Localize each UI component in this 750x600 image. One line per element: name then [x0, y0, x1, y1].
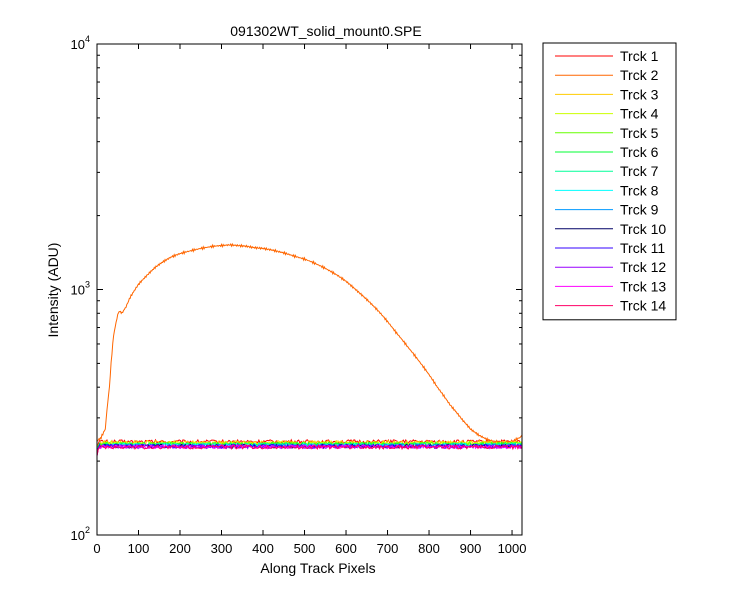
- legend-label: Trck 1: [620, 48, 659, 64]
- legend-label: Trck 8: [620, 182, 659, 198]
- legend-label: Trck 10: [620, 221, 666, 237]
- legend-label: Trck 5: [620, 125, 659, 141]
- y-axis-label: Intensity (ADU): [45, 243, 61, 338]
- x-tick-label: 100: [128, 541, 150, 556]
- legend-label: Trck 4: [620, 106, 659, 122]
- x-tick-label: 0: [93, 541, 100, 556]
- legend-label: Trck 9: [620, 202, 659, 218]
- x-tick-label: 300: [211, 541, 233, 556]
- x-tick-label: 700: [377, 541, 399, 556]
- legend-label: Trck 14: [620, 298, 666, 314]
- y-tick-label: 103: [71, 280, 90, 298]
- x-tick-label: 200: [169, 541, 191, 556]
- legend-label: Trck 2: [620, 67, 659, 83]
- x-tick-label: 400: [252, 541, 274, 556]
- legend-label: Trck 11: [620, 240, 665, 256]
- x-tick-label: 900: [460, 541, 482, 556]
- legend-label: Trck 7: [620, 163, 659, 179]
- axes: 0 100 200 300 400 500 600 700 800 900 1000 102 103 10…: [71, 34, 527, 556]
- x-tick-label: 800: [418, 541, 440, 556]
- chart-title: 091302WT_solid_mount0.SPE: [230, 23, 421, 39]
- x-tick-label: 600: [335, 541, 357, 556]
- y-tick-label: 104: [71, 34, 90, 52]
- x-tick-label: 1000: [498, 541, 527, 556]
- y-tick-label: 102: [71, 525, 90, 543]
- legend-label: Trck 12: [620, 259, 666, 275]
- series-line-14: [97, 443, 522, 457]
- legend-label: Trck 3: [620, 86, 659, 102]
- legend-box: [542, 42, 677, 321]
- series-line-2: [97, 242, 522, 446]
- legend-label: Trck 6: [620, 144, 659, 160]
- series-group: [97, 242, 522, 457]
- x-tick-label: 500: [294, 541, 316, 556]
- series-line-13: [97, 443, 522, 456]
- legend-label: Trck 13: [620, 278, 666, 294]
- x-axis-label: Along Track Pixels: [260, 560, 375, 576]
- legend: Trck 1 Trck 2 Trck 3 Trck 4 Trck 5 Trck 6 Trck…: [542, 42, 677, 321]
- plot-area: [97, 44, 522, 535]
